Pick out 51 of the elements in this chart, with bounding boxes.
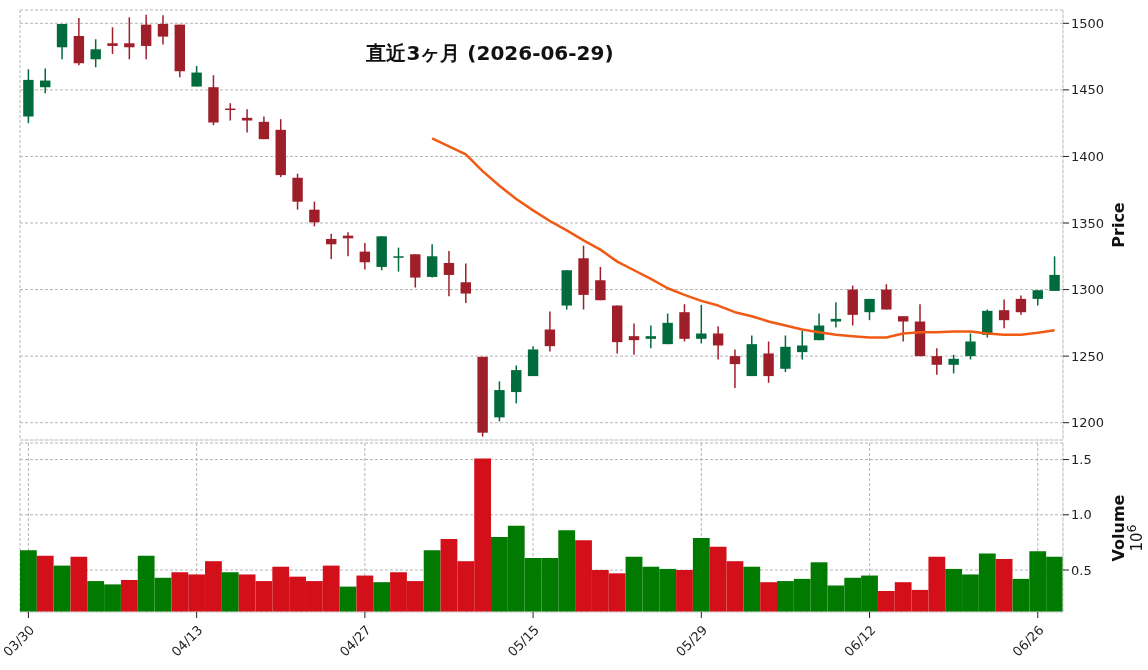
candlestick (729, 348, 741, 389)
candlestick (965, 332, 976, 361)
y-tick-label: 1450 (1071, 82, 1105, 98)
candlestick (797, 330, 808, 361)
y-axis-title: Volume (1108, 494, 1128, 561)
candlestick (511, 364, 522, 405)
candlestick (645, 324, 657, 349)
candlestick (628, 322, 640, 356)
candlestick (56, 23, 68, 61)
candlestick (998, 298, 1010, 329)
candlestick (393, 246, 404, 273)
candlestick (124, 16, 135, 61)
candlestick (1015, 294, 1027, 316)
candlestick (292, 173, 303, 211)
candlestick (897, 315, 909, 343)
candlestick (1049, 255, 1060, 292)
candlestick (410, 253, 421, 289)
candlestick (780, 334, 791, 373)
y-tick-label: 1500 (1071, 15, 1105, 31)
candlestick (443, 250, 455, 297)
y-tick-label: 1250 (1071, 348, 1105, 364)
candlestick (881, 283, 892, 311)
candlestick (309, 200, 320, 228)
candlestick (712, 325, 724, 361)
candlestick (157, 14, 169, 46)
candlestick (90, 38, 101, 68)
line-series (430, 137, 1056, 339)
y-tick-label: 1.0 (1071, 507, 1092, 523)
candlestick (426, 243, 438, 279)
candlestick (830, 301, 842, 329)
candlestick (662, 312, 673, 345)
y-axis-title: Price (1108, 202, 1128, 248)
candlestick (696, 304, 707, 345)
candlestick (359, 242, 371, 271)
candlestick (948, 354, 959, 375)
y-tick-label: 0.5 (1071, 562, 1092, 578)
candlestick (763, 340, 774, 384)
candlestick (595, 266, 606, 301)
y-tick-label: 1300 (1071, 282, 1105, 298)
candlestick (326, 232, 337, 260)
text: 直近3ヶ月 (2026-06-29) (365, 40, 615, 67)
y-tick-label: 1400 (1071, 149, 1105, 165)
candlestick (140, 13, 152, 61)
candlestick (460, 262, 471, 304)
candlestick (107, 26, 118, 55)
y-tick-label: 1.5 (1071, 452, 1092, 468)
y-tick-label: 1200 (1071, 415, 1105, 431)
candlestick (544, 310, 556, 353)
candlestick (191, 65, 202, 88)
candlestick (931, 347, 943, 376)
y-tick-label: 1350 (1071, 215, 1105, 231)
